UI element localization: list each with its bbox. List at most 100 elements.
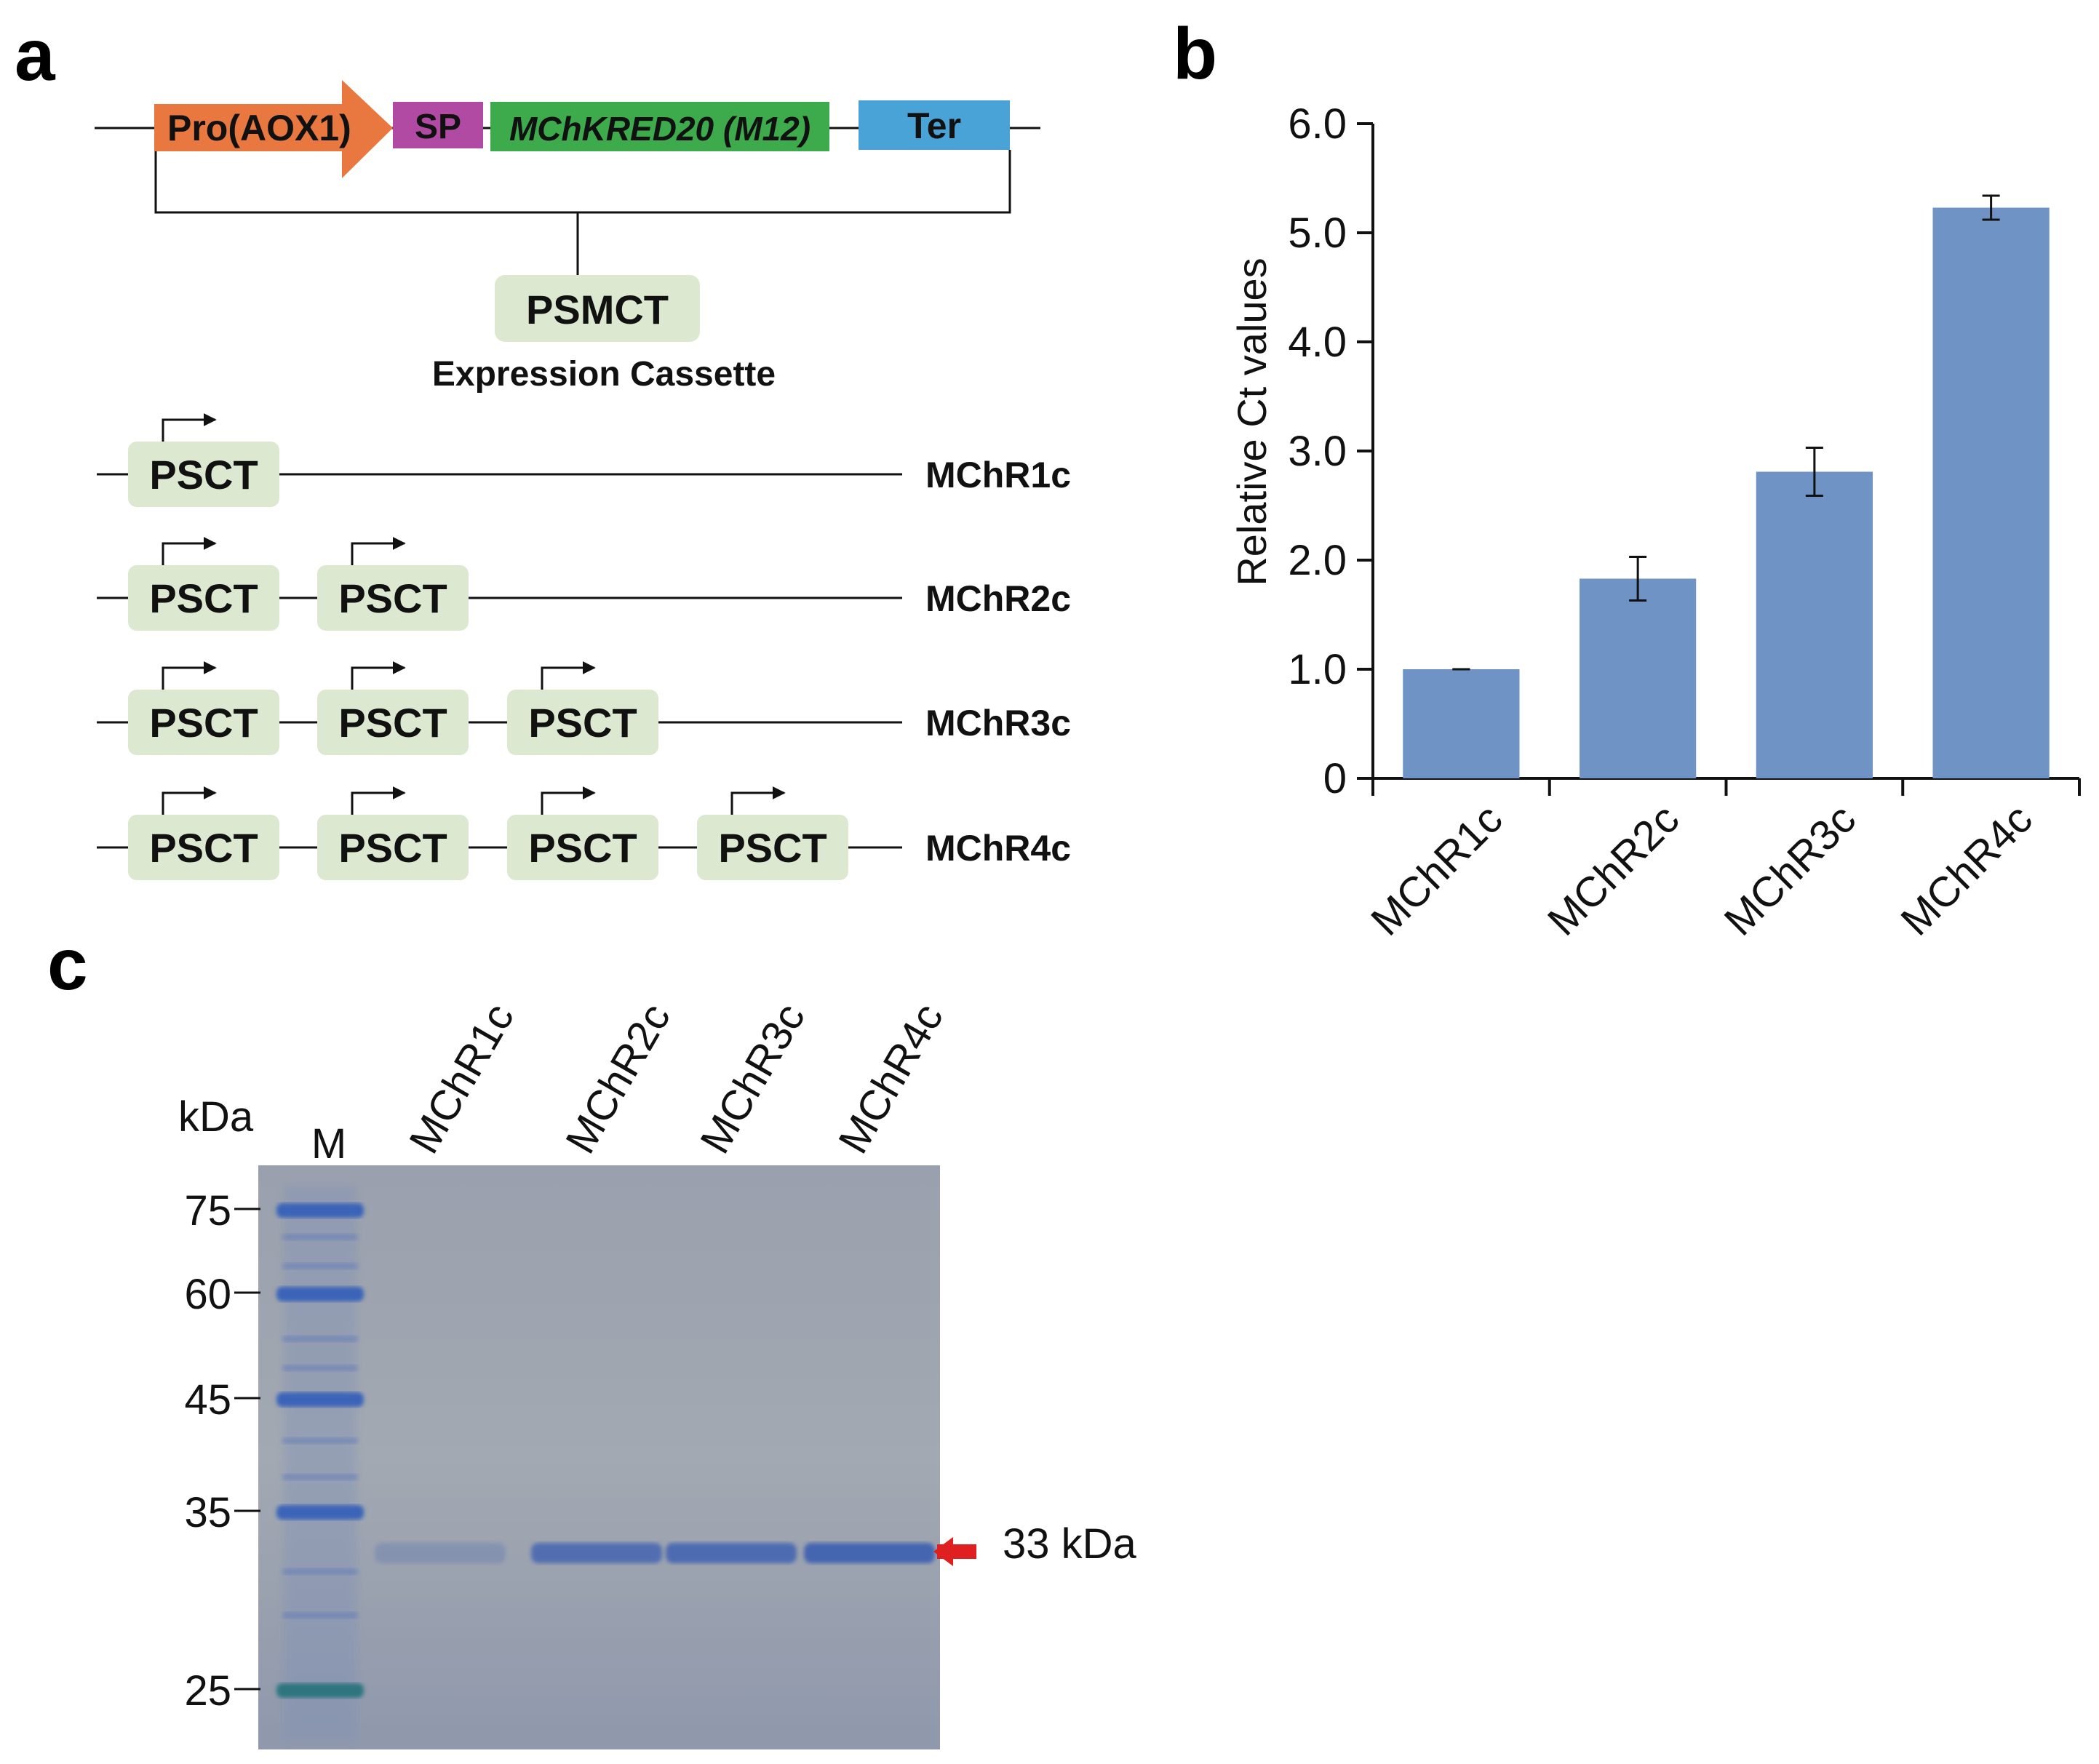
promoter-arrow-icon bbox=[541, 786, 596, 815]
construct-name: MChR2c bbox=[925, 578, 1071, 619]
construct-row: PSCT PSCT PSCT PSCT MChR4c bbox=[97, 786, 1071, 880]
y-tick-label: 2.0 bbox=[1288, 537, 1347, 584]
panel-c-gel: kDa M 75 60 45 35 25 MChR1c MChR2c MChR3c MChR4c… bbox=[178, 996, 1137, 1749]
psct-box bbox=[128, 690, 279, 755]
bars bbox=[1403, 194, 2050, 778]
panel-a: Pro(AOX1) SP MChKRED20 (M12) Ter PSMCT E… bbox=[95, 80, 1071, 880]
y-tick-label: 4.0 bbox=[1288, 319, 1347, 366]
lane-label: MChR2c bbox=[557, 996, 680, 1162]
promoter-arrow-icon bbox=[162, 786, 217, 815]
protein-band bbox=[531, 1543, 662, 1563]
error-bar bbox=[1805, 447, 1823, 497]
y-axis-label: Relative Ct values bbox=[1229, 258, 1275, 586]
psct-box bbox=[317, 815, 469, 880]
x-tick-label: MChR3c bbox=[1716, 795, 1865, 944]
bar bbox=[1403, 669, 1520, 778]
psct-box bbox=[128, 442, 279, 507]
psct-box bbox=[507, 690, 658, 755]
lane-label: MChR1c bbox=[400, 996, 523, 1162]
y-tick-label: 5.0 bbox=[1288, 209, 1347, 257]
construct-name: MChR4c bbox=[925, 828, 1071, 869]
marker-size-label: 60 bbox=[184, 1271, 231, 1318]
bar-chart: 0 1.0 2.0 3.0 4.0 5.0 6.0 MChR1c MChR2c MChR3c MC… bbox=[1229, 100, 2081, 945]
error-bar bbox=[1982, 194, 2000, 221]
band-arrow-icon bbox=[933, 1537, 953, 1566]
lane-label: MChR4c bbox=[829, 996, 952, 1162]
gene-box bbox=[490, 102, 829, 151]
panel-label-b: b bbox=[1173, 13, 1217, 95]
promoter-arrow-icon bbox=[351, 661, 406, 690]
x-axis: MChR1c MChR2c MChR3c MChR4c bbox=[1362, 777, 2081, 945]
y-tick-label: 3.0 bbox=[1288, 428, 1347, 475]
psct-label: PSCT bbox=[149, 825, 258, 871]
construct-rows: PSCT MChR1c PSCT PSCT MChR2c PSCT PSCT PSCT MChR… bbox=[97, 413, 1071, 880]
marker-size-label: 35 bbox=[184, 1489, 231, 1536]
promoter-arrow-icon bbox=[351, 537, 406, 565]
marker-band bbox=[276, 1505, 364, 1520]
psct-label: PSCT bbox=[338, 700, 447, 746]
protein-band bbox=[666, 1543, 797, 1563]
psct-box bbox=[128, 815, 279, 880]
protein-band bbox=[804, 1543, 935, 1563]
construct-row: PSCT MChR1c bbox=[97, 413, 1071, 507]
marker-size-label: 25 bbox=[184, 1667, 231, 1715]
terminator-box bbox=[859, 100, 1010, 150]
promoter-label: Pro(AOX1) bbox=[167, 108, 351, 148]
promoter-arrow-icon bbox=[351, 786, 406, 815]
psmct-label: PSMCT bbox=[526, 287, 669, 332]
construct-name: MChR1c bbox=[925, 455, 1071, 495]
psmct-caption: Expression Cassette bbox=[432, 355, 776, 394]
psct-label: PSCT bbox=[149, 575, 258, 621]
gel-bands bbox=[276, 1186, 935, 1739]
marker-band bbox=[276, 1683, 364, 1698]
panel-label-a: a bbox=[15, 15, 56, 96]
promoter-arrow bbox=[154, 80, 393, 178]
y-tick-label: 0 bbox=[1323, 755, 1347, 802]
promoter-arrow-icon bbox=[541, 661, 596, 690]
construct-name: MChR3c bbox=[925, 703, 1071, 743]
protein-band bbox=[375, 1543, 506, 1563]
psct-box bbox=[128, 565, 279, 631]
bar bbox=[1756, 471, 1873, 778]
marker-size-label: 75 bbox=[184, 1187, 231, 1234]
lane-label: MChR3c bbox=[691, 996, 814, 1162]
error-bar bbox=[1629, 556, 1647, 602]
marker-band bbox=[276, 1287, 364, 1301]
psmct-block: PSMCT Expression Cassette bbox=[432, 275, 776, 394]
signal-peptide-label: SP bbox=[415, 108, 461, 146]
y-tick-label: 1.0 bbox=[1288, 646, 1347, 693]
bar bbox=[1932, 207, 2050, 778]
psct-label: PSCT bbox=[338, 575, 447, 621]
panel-label-c: c bbox=[47, 924, 88, 1005]
psct-label: PSCT bbox=[338, 825, 447, 871]
expression-cassette: Pro(AOX1) SP MChKRED20 (M12) Ter bbox=[95, 80, 1040, 275]
marker-band bbox=[276, 1392, 364, 1407]
promoter-arrow-icon bbox=[162, 661, 217, 690]
psct-box bbox=[317, 565, 469, 631]
y-axis: 0 1.0 2.0 3.0 4.0 5.0 6.0 bbox=[1288, 100, 1374, 802]
psct-box bbox=[507, 815, 658, 880]
psct-label: PSCT bbox=[718, 825, 827, 871]
psct-label: PSCT bbox=[149, 452, 258, 498]
gel-image bbox=[258, 1165, 940, 1749]
psct-label: PSCT bbox=[528, 700, 637, 746]
target-band-label: 33 kDa bbox=[1003, 1520, 1137, 1568]
promoter-arrow-icon bbox=[162, 537, 217, 565]
bar bbox=[1580, 578, 1697, 778]
psct-label: PSCT bbox=[528, 825, 637, 871]
psmct-box bbox=[495, 275, 700, 342]
promoter-arrow-icon bbox=[162, 413, 217, 442]
construct-row: PSCT PSCT MChR2c bbox=[97, 537, 1071, 631]
x-tick-label: MChR4c bbox=[1892, 795, 2041, 944]
marker-size-label: 45 bbox=[184, 1376, 231, 1424]
marker-lane-label: M bbox=[311, 1120, 346, 1168]
psct-label: PSCT bbox=[149, 700, 258, 746]
marker-band bbox=[276, 1203, 364, 1218]
signal-peptide-box bbox=[393, 102, 483, 148]
gene-label: MChKRED20 (M12) bbox=[509, 110, 810, 148]
terminator-label: Ter bbox=[907, 105, 961, 146]
y-tick-label: 6.0 bbox=[1288, 100, 1347, 148]
x-tick-label: MChR2c bbox=[1539, 795, 1688, 944]
promoter-arrow-icon bbox=[730, 786, 786, 815]
